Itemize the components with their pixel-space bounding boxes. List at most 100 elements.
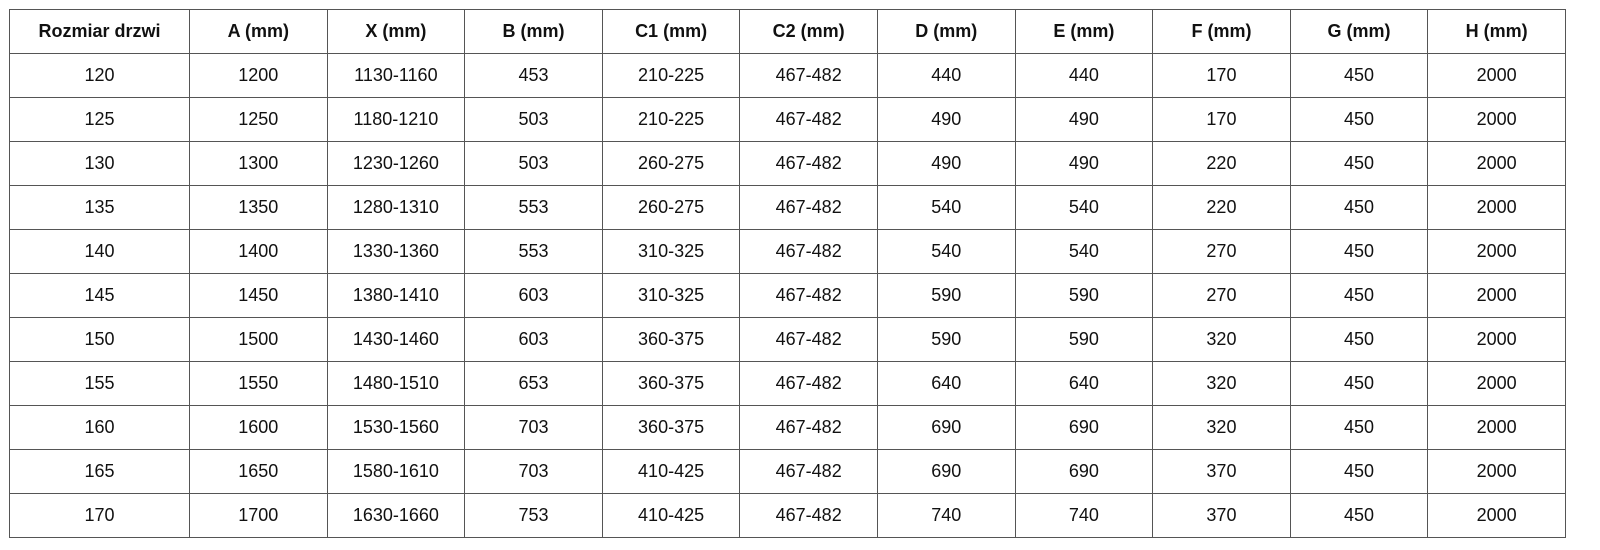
table-row: 165 1650 1580-1610 703 410-425 467-482 690 690 3… — [9, 449, 1566, 494]
table-cell: 360-375 — [601, 361, 741, 406]
table-cell: 440 — [1014, 53, 1154, 98]
column-header: H (mm) — [1427, 9, 1566, 54]
table-cell: 220 — [1152, 141, 1291, 186]
table-row: 150 1500 1430-1460 603 360-375 467-482 590 590 3… — [9, 317, 1566, 362]
table-cell: 155 — [9, 361, 190, 406]
column-header: G (mm) — [1289, 9, 1429, 54]
table-cell: 2000 — [1427, 273, 1566, 318]
table-row: 170 1700 1630-1660 753 410-425 467-482 740 740 3… — [9, 493, 1566, 538]
table-cell: 653 — [464, 361, 603, 406]
table-cell: 2000 — [1427, 317, 1566, 362]
table-cell: 450 — [1289, 97, 1429, 142]
table-row: 140 1400 1330-1360 553 310-325 467-482 540 540 2… — [9, 229, 1566, 274]
table-cell: 450 — [1289, 361, 1429, 406]
table-cell: 540 — [876, 229, 1016, 274]
table-cell: 360-375 — [601, 317, 741, 362]
table-cell: 1300 — [189, 141, 328, 186]
table-cell: 1200 — [189, 53, 328, 98]
table-cell: 467-482 — [739, 449, 878, 494]
table-cell: 440 — [876, 53, 1016, 98]
table-cell: 467-482 — [739, 53, 878, 98]
table-cell: 135 — [9, 185, 190, 230]
column-header: C2 (mm) — [739, 9, 878, 54]
table-cell: 450 — [1289, 273, 1429, 318]
table-cell: 1650 — [189, 449, 328, 494]
table-cell: 120 — [9, 53, 190, 98]
table-cell: 590 — [876, 317, 1016, 362]
table-cell: 450 — [1289, 405, 1429, 450]
table-cell: 370 — [1152, 449, 1291, 494]
table-cell: 450 — [1289, 493, 1429, 538]
table-cell: 2000 — [1427, 229, 1566, 274]
header-row: Rozmiar drzwi A (mm) X (mm) B (mm) C1 (mm) C2… — [9, 9, 1566, 54]
table-row: 155 1550 1480-1510 653 360-375 467-482 640 640 3… — [9, 361, 1566, 406]
table-cell: 1430-1460 — [326, 317, 466, 362]
column-header: A (mm) — [189, 9, 328, 54]
table-cell: 1230-1260 — [326, 141, 466, 186]
table-cell: 310-325 — [601, 273, 741, 318]
column-header: X (mm) — [326, 9, 466, 54]
table-cell: 490 — [876, 141, 1016, 186]
table-cell: 160 — [9, 405, 190, 450]
door-dimensions-table: Rozmiar drzwi A (mm) X (mm) B (mm) C1 (mm) C2… — [9, 9, 1566, 538]
table-cell: 690 — [1014, 405, 1154, 450]
table-cell: 210-225 — [601, 53, 741, 98]
table-cell: 450 — [1289, 317, 1429, 362]
table-cell: 410-425 — [601, 449, 741, 494]
table-cell: 1580-1610 — [326, 449, 466, 494]
table-cell: 467-482 — [739, 141, 878, 186]
table-cell: 1480-1510 — [326, 361, 466, 406]
column-header: F (mm) — [1152, 9, 1291, 54]
table-cell: 450 — [1289, 185, 1429, 230]
table-cell: 410-425 — [601, 493, 741, 538]
table-cell: 260-275 — [601, 185, 741, 230]
table-cell: 145 — [9, 273, 190, 318]
table-cell: 590 — [1014, 317, 1154, 362]
table-cell: 1550 — [189, 361, 328, 406]
table-cell: 220 — [1152, 185, 1291, 230]
column-header: Rozmiar drzwi — [9, 9, 190, 54]
table-cell: 165 — [9, 449, 190, 494]
table-cell: 490 — [1014, 97, 1154, 142]
table-cell: 450 — [1289, 229, 1429, 274]
table-cell: 467-482 — [739, 273, 878, 318]
table-cell: 503 — [464, 141, 603, 186]
table-cell: 310-325 — [601, 229, 741, 274]
table-cell: 540 — [1014, 185, 1154, 230]
table-cell: 740 — [1014, 493, 1154, 538]
table-cell: 1330-1360 — [326, 229, 466, 274]
table-cell: 170 — [9, 493, 190, 538]
table-cell: 590 — [876, 273, 1016, 318]
table-cell: 1600 — [189, 405, 328, 450]
table-cell: 1530-1560 — [326, 405, 466, 450]
table-cell: 490 — [876, 97, 1016, 142]
table-cell: 703 — [464, 405, 603, 450]
table-cell: 260-275 — [601, 141, 741, 186]
table-cell: 1450 — [189, 273, 328, 318]
table-cell: 450 — [1289, 449, 1429, 494]
table-cell: 2000 — [1427, 141, 1566, 186]
table-cell: 603 — [464, 317, 603, 362]
table-cell: 467-482 — [739, 405, 878, 450]
table-cell: 640 — [876, 361, 1016, 406]
table-cell: 553 — [464, 185, 603, 230]
table-cell: 1350 — [189, 185, 328, 230]
table-cell: 1630-1660 — [326, 493, 466, 538]
table-cell: 590 — [1014, 273, 1154, 318]
table-cell: 2000 — [1427, 405, 1566, 450]
table-cell: 467-482 — [739, 97, 878, 142]
table-cell: 1250 — [189, 97, 328, 142]
table-cell: 503 — [464, 97, 603, 142]
table-row: 160 1600 1530-1560 703 360-375 467-482 690 690 3… — [9, 405, 1566, 450]
table-cell: 2000 — [1427, 185, 1566, 230]
table-cell: 2000 — [1427, 493, 1566, 538]
table-cell: 703 — [464, 449, 603, 494]
table-cell: 170 — [1152, 97, 1291, 142]
table-cell: 467-482 — [739, 361, 878, 406]
table-cell: 270 — [1152, 229, 1291, 274]
table-cell: 2000 — [1427, 53, 1566, 98]
table-cell: 320 — [1152, 361, 1291, 406]
table-cell: 540 — [876, 185, 1016, 230]
table-row: 135 1350 1280-1310 553 260-275 467-482 540 540 2… — [9, 185, 1566, 230]
table-cell: 140 — [9, 229, 190, 274]
